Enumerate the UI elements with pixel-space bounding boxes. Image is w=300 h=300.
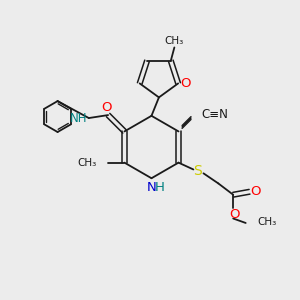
Text: CH₃: CH₃ [257, 218, 276, 227]
Text: O: O [101, 101, 112, 114]
Text: NH: NH [70, 112, 87, 124]
Text: N: N [147, 181, 156, 194]
Text: H: H [155, 181, 165, 194]
Text: CH₃: CH₃ [165, 36, 184, 46]
Text: O: O [229, 208, 239, 220]
Text: O: O [250, 185, 261, 198]
Text: S: S [194, 164, 202, 178]
Text: O: O [180, 77, 191, 90]
Text: C≡N: C≡N [201, 108, 228, 121]
Text: CH₃: CH₃ [78, 158, 97, 168]
